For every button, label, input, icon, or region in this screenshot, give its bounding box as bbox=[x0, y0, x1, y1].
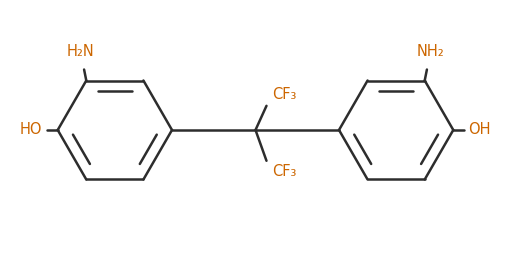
Text: OH: OH bbox=[469, 122, 491, 138]
Text: HO: HO bbox=[20, 122, 42, 138]
Text: CF₃: CF₃ bbox=[272, 87, 296, 102]
Text: NH₂: NH₂ bbox=[416, 44, 444, 60]
Text: CF₃: CF₃ bbox=[272, 164, 296, 179]
Text: H₂N: H₂N bbox=[67, 44, 95, 60]
